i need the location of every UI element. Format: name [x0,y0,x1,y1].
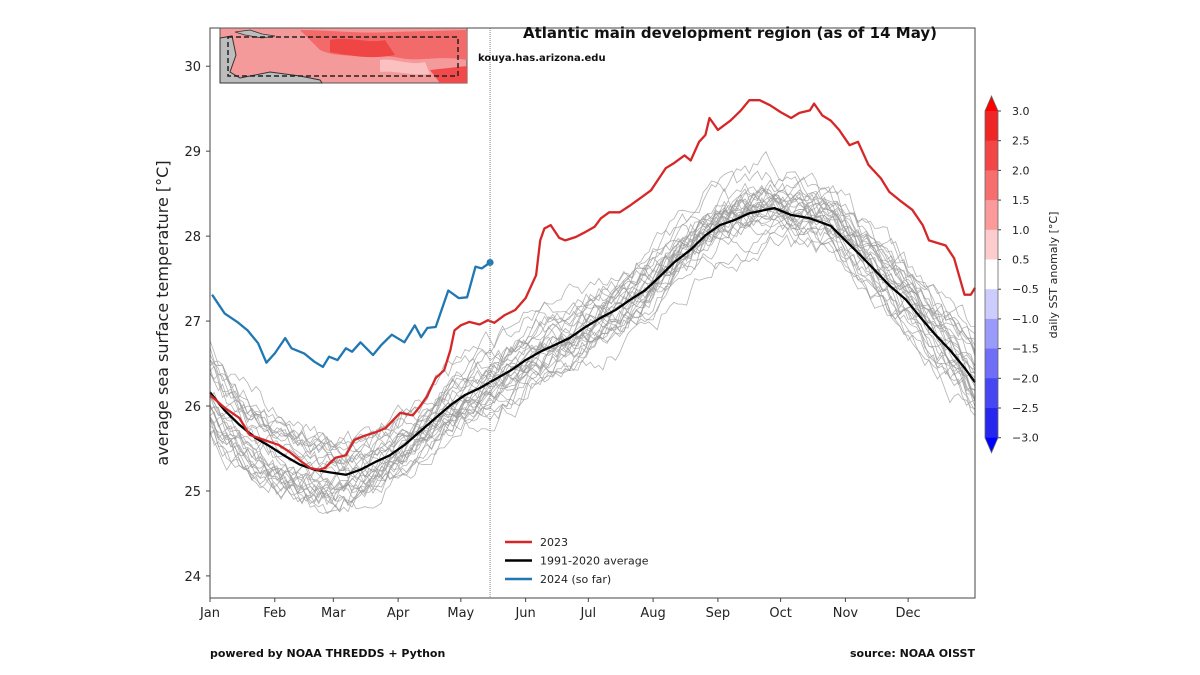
colorbar-segment [985,170,998,201]
x-tick-label: Feb [263,606,286,621]
colorbar-segment [985,259,998,290]
y-tick-label: 30 [184,60,201,75]
year-line [209,207,976,453]
x-tick-label: Apr [387,606,410,621]
colorbar-tick-label: 3.0 [1012,105,1030,118]
colorbar-segment [985,408,998,439]
colorbar-extend-min [985,437,998,453]
legend-label: 2024 (so far) [540,573,611,586]
x-tick-label: Dec [896,606,921,621]
y-axis: 24 25 26 27 28 29 30 [184,60,210,585]
year-line [209,197,976,471]
year-line [209,191,976,491]
year-line [209,192,976,507]
individual-years-lines [209,150,976,515]
year-line [209,234,976,514]
region-map-inset [219,27,468,84]
legend-label: 2023 [540,536,568,549]
colorbar-tick-label: −1.0 [1012,313,1039,326]
colorbar-tick-label: −2.5 [1012,402,1039,415]
colorbar-segment [985,378,998,409]
colorbar-extend-max [985,96,998,111]
colorbar-segment [985,111,998,142]
year-line [209,196,976,505]
colorbar-segment [985,229,998,260]
year-line [209,179,976,504]
colorbar-tick-label: −0.5 [1012,283,1039,296]
colorbar-tick-label: −2.0 [1012,372,1039,385]
year-line [209,193,976,466]
x-tick-label: May [447,606,474,621]
year-line [209,186,976,494]
y-tick-label: 29 [184,145,201,160]
y-tick-label: 25 [184,485,201,500]
colorbar-label: daily SST anomaly [°C] [1047,212,1060,339]
watermark-url: kouya.has.arizona.edu [478,53,606,64]
x-tick-label: Nov [833,606,859,621]
y-axis-label: average sea surface temperature [°C] [153,160,172,465]
year-line [209,223,976,505]
footer-left: powered by NOAA THREDDS + Python [210,647,445,660]
colorbar-tick-label: 2.0 [1012,164,1030,177]
colorbar-segment [985,348,998,379]
year-line [209,193,976,505]
colorbar-tick-label: 1.5 [1012,194,1030,207]
colorbar-tick-label: 2.5 [1012,135,1030,148]
series-line-1991-2020-average [209,206,976,476]
x-tick-label: Jun [514,606,535,621]
legend-label: 1991-2020 average [540,555,649,568]
x-tick-label: Jan [199,606,220,621]
colorbar-tick-label: 0.5 [1012,254,1030,267]
series-line-2024-so-far- [211,261,491,369]
year-line [209,197,976,502]
year-line [209,150,976,458]
colorbar-tick-label: −3.0 [1012,432,1039,445]
colorbar-tick-label: 1.0 [1012,224,1030,237]
colorbar-segment [985,140,998,171]
legend: 2023 1991-2020 average 2024 (so far) [505,536,649,586]
footer-right: source: NOAA OISST [850,647,975,660]
colorbar-segment [985,289,998,320]
colorbar: 3.0 2.5 2.0 1.5 1.0 0.5 −0.5 −1.0 −1.5 −2.0 −2.5 −3… [984,94,1039,454]
colorbar-segment [985,200,998,231]
plot-frame [209,27,976,599]
year-line [209,224,976,467]
year-line [209,170,976,456]
series-line-2023 [209,99,976,471]
x-tick-label: Jul [579,606,596,621]
series-lines [209,99,976,476]
x-tick-label: Aug [640,606,665,621]
chart-title: Atlantic main development region (as of … [523,24,937,42]
x-tick-label: Oct [769,606,791,621]
colorbar-tick-label: −1.5 [1012,343,1039,356]
y-tick-label: 26 [184,400,201,415]
y-tick-label: 27 [184,315,201,330]
x-tick-label: Mar [321,606,346,621]
y-tick-label: 24 [184,570,201,585]
colorbar-segment [985,318,998,350]
year-line [209,184,976,457]
x-axis: Jan Feb Mar Apr May Jun Jul Aug Sep Oct Nov Dec [199,598,921,621]
year-line [209,200,976,484]
x-tick-label: Sep [706,606,731,621]
y-tick-label: 28 [184,230,201,245]
